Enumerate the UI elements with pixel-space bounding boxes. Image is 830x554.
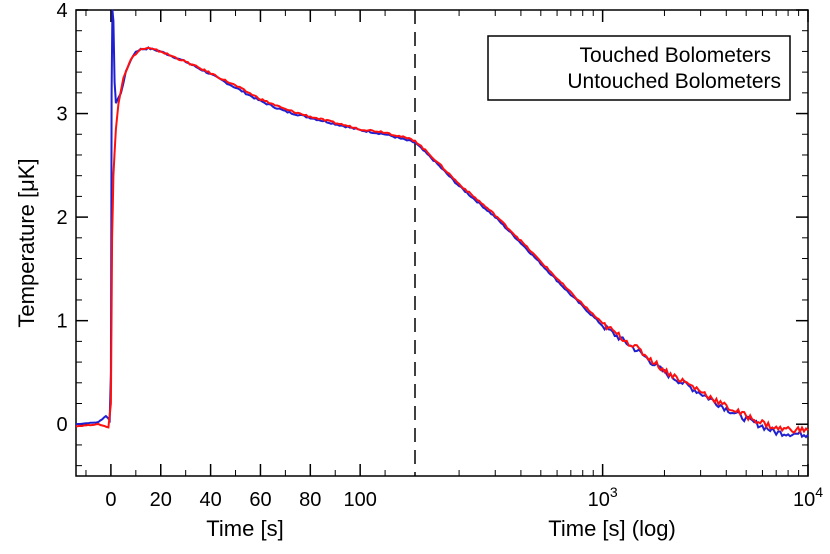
x-tick-label: 0	[105, 489, 116, 511]
x-axis-label-linear: Time [s]	[206, 516, 283, 541]
legend: Touched Bolometers Untouched Bolometers	[487, 35, 791, 101]
x-tick-label: 40	[199, 489, 221, 511]
series-line-untouched	[75, 46, 809, 435]
legend-entry-touched: Touched Bolometers	[580, 44, 771, 67]
x-log-tick-label: 103	[588, 484, 618, 511]
x-log-tick-label: 104	[793, 484, 823, 511]
plot-frame	[75, 9, 809, 477]
x-axis-label-log: Time [s] (log)	[548, 516, 676, 541]
legend-box	[487, 35, 791, 101]
legend-entry-untouched: Untouched Bolometers	[567, 70, 781, 93]
y-axis-label: Temperature [μK]	[14, 158, 39, 327]
y-tick-label: 0	[56, 414, 67, 436]
x-tick-label: 60	[249, 489, 271, 511]
y-tick-label: 2	[56, 207, 67, 229]
y-tick-label: 3	[56, 104, 67, 126]
series-layer	[75, 9, 809, 439]
x-tick-label: 100	[343, 489, 376, 511]
x-tick-label: 80	[299, 489, 321, 511]
y-tick-label: 4	[56, 0, 67, 22]
y-tick-label: 1	[56, 311, 67, 333]
x-tick-label: 20	[150, 489, 172, 511]
